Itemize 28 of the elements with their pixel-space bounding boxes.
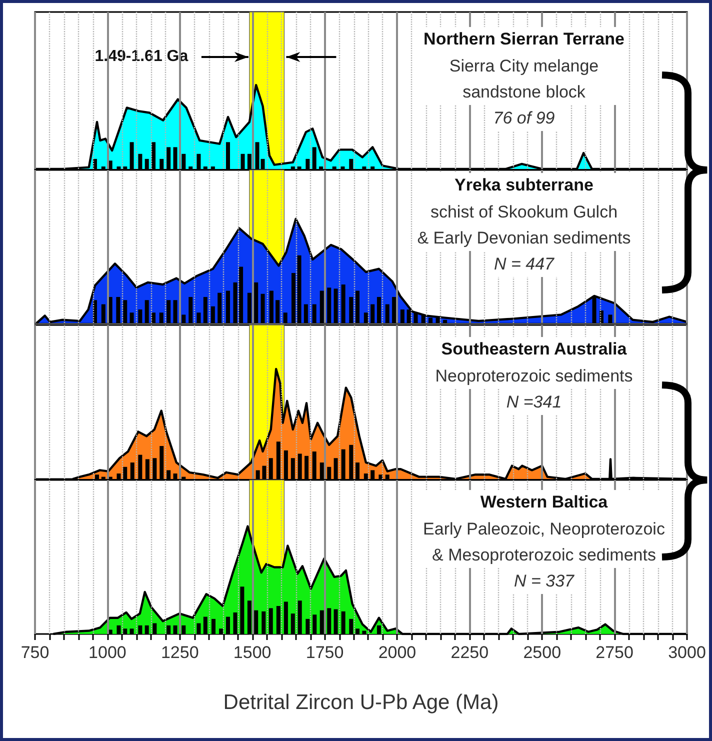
x-tick-label: 2750 bbox=[596, 643, 634, 662]
chart-title: Yreka subterrane bbox=[454, 176, 594, 194]
band-label: 1.49-1.61 Ga bbox=[94, 48, 188, 66]
x-tick-label: 3000 bbox=[668, 643, 706, 662]
annotation: N =341 bbox=[506, 392, 562, 412]
x-tick-label: 1250 bbox=[160, 643, 199, 662]
x-tick-label: 2250 bbox=[450, 643, 489, 662]
bar bbox=[268, 458, 273, 479]
chart-subtitle: schist of Skookum Gulch & Early Devonian sediments bbox=[417, 202, 631, 248]
bar bbox=[276, 442, 280, 479]
chart-subtitle: Neoproterozoic sediments bbox=[435, 366, 633, 386]
chart-title: Northern Sierran Terrane bbox=[424, 30, 624, 48]
annotation: N = 447 bbox=[494, 254, 555, 274]
chart-title: Western Baltica bbox=[480, 492, 608, 512]
bar bbox=[256, 470, 260, 479]
x-tick-label: 1750 bbox=[306, 643, 344, 662]
chart-subtitle: Sierra City melange sandstone block bbox=[449, 56, 599, 102]
bar bbox=[262, 466, 266, 479]
x-axis-title: Detrital Zircon U-Pb Age (Ma) bbox=[223, 691, 499, 714]
x-tick-label: 2500 bbox=[523, 643, 562, 662]
annotation: N = 337 bbox=[514, 572, 575, 590]
chart-title: Southeastern Australia bbox=[441, 340, 628, 358]
chart-subtitle: Early Paleozoic, Neoproterozoic & Mesoproterozoic sediments bbox=[423, 520, 666, 564]
x-tick-label: 2000 bbox=[378, 643, 416, 662]
x-tick-label: 1500 bbox=[233, 643, 272, 662]
annotation: 76 of 99 bbox=[493, 108, 556, 128]
x-tick-label: 750 bbox=[20, 643, 50, 662]
x-tick-label: 1000 bbox=[88, 643, 126, 662]
